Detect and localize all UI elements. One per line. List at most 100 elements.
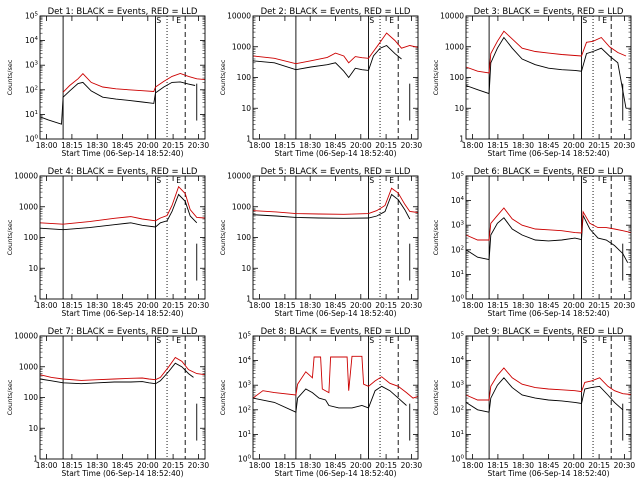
flag-s: S bbox=[156, 16, 161, 25]
y-tick-label: 10000 bbox=[14, 332, 38, 341]
panel-det-7: Det 7: BLACK = Events, RED = LLD 1 10 100 10… bbox=[6, 327, 209, 478]
x-tick-label: 20:00 bbox=[350, 301, 372, 310]
series-lld-line bbox=[465, 207, 632, 241]
series-events-line bbox=[39, 81, 196, 125]
x-tick-label: 18:30 bbox=[299, 461, 321, 470]
series-events-line bbox=[252, 193, 411, 220]
y-axis-label: Counts/sec bbox=[6, 379, 14, 415]
panel-det-5: Det 5: BLACK = Events, RED = LLD 1 10 100 10… bbox=[219, 167, 422, 318]
x-axis-label: Start Time (06-Sep-14 18:52:40) bbox=[275, 469, 397, 478]
y-tick-label: 1 bbox=[459, 135, 464, 144]
flag-s: S bbox=[582, 176, 587, 185]
x-tick-label: 20:30 bbox=[614, 141, 636, 150]
y-axis-label: Counts/sec bbox=[432, 219, 440, 255]
y-tick-label: 100 bbox=[450, 73, 465, 82]
y-tick-label: 101 bbox=[451, 430, 464, 439]
x-tick-label: 20:00 bbox=[563, 461, 585, 470]
y-tick-label: 10 bbox=[241, 264, 251, 273]
y-tick-label: 102 bbox=[451, 405, 464, 414]
y-tick-label: 103 bbox=[451, 221, 465, 230]
series-events-line bbox=[39, 362, 194, 385]
y-axis-label: Counts/sec bbox=[219, 59, 227, 95]
y-tick-label: 10 bbox=[28, 424, 38, 433]
y-axis-label: Counts/sec bbox=[6, 219, 14, 255]
y-tick-label: 100 bbox=[451, 295, 465, 304]
y-tick-label: 100 bbox=[238, 455, 252, 464]
y-tick-label: 101 bbox=[25, 110, 38, 119]
x-tick-label: 20:15 bbox=[588, 461, 610, 470]
y-tick-label: 105 bbox=[238, 332, 252, 341]
plot-frame bbox=[39, 335, 206, 460]
panel-det-6: Det 6: BLACK = Events, RED = LLD 100 101 10… bbox=[432, 167, 635, 318]
x-tick-label: 20:15 bbox=[588, 141, 610, 150]
plot-frame bbox=[252, 335, 419, 460]
y-tick-label: 101 bbox=[451, 270, 464, 279]
y-tick-label: 1 bbox=[246, 135, 251, 144]
flag-e: E bbox=[389, 16, 394, 25]
x-tick-label: 18:45 bbox=[112, 141, 134, 150]
y-tick-label: 100 bbox=[237, 73, 252, 82]
x-tick-label: 18:15 bbox=[274, 301, 296, 310]
y-tick-label: 102 bbox=[238, 405, 251, 414]
x-tick-label: 20:15 bbox=[162, 461, 184, 470]
y-tick-label: 103 bbox=[238, 381, 252, 390]
x-tick-label: 18:15 bbox=[61, 141, 83, 150]
plot-frame bbox=[39, 15, 206, 140]
y-tick-label: 1000 bbox=[19, 202, 38, 211]
y-tick-label: 104 bbox=[451, 196, 465, 205]
x-tick-label: 18:45 bbox=[538, 141, 560, 150]
x-tick-label: 18:45 bbox=[325, 141, 347, 150]
flag-s: S bbox=[156, 336, 161, 345]
y-tick-label: 10 bbox=[28, 264, 38, 273]
plot-frame bbox=[465, 15, 632, 140]
x-tick-label: 20:15 bbox=[375, 141, 397, 150]
y-tick-label: 10000 bbox=[14, 172, 38, 181]
panel-title: Det 2: BLACK = Events, RED = LLD bbox=[261, 7, 411, 17]
y-axis-label: Counts/sec bbox=[219, 219, 227, 255]
flag-s: S bbox=[156, 176, 161, 185]
x-tick-label: 18:45 bbox=[325, 301, 347, 310]
x-tick-label: 18:00 bbox=[462, 141, 484, 150]
panel-det-4: Det 4: BLACK = Events, RED = LLD 1 10 100 10… bbox=[6, 167, 209, 318]
panel-det-3: Det 3: BLACK = Events, RED = LLD 1 10 100 10… bbox=[432, 7, 635, 158]
x-tick-label: 18:00 bbox=[36, 301, 58, 310]
y-tick-label: 104 bbox=[25, 36, 39, 45]
x-tick-label: 20:00 bbox=[563, 301, 585, 310]
x-tick-label: 18:00 bbox=[249, 301, 271, 310]
y-tick-label: 100 bbox=[24, 393, 39, 402]
x-tick-label: 20:00 bbox=[137, 301, 159, 310]
panel-title: Det 5: BLACK = Events, RED = LLD bbox=[261, 167, 411, 177]
y-tick-label: 100 bbox=[237, 233, 252, 242]
flag-e: E bbox=[602, 16, 607, 25]
panel-det-9: Det 9: BLACK = Events, RED = LLD 100 101 10… bbox=[432, 327, 635, 478]
flag-e: E bbox=[389, 336, 394, 345]
series-events-line bbox=[252, 44, 402, 79]
x-tick-label: 18:00 bbox=[36, 141, 58, 150]
y-tick-label: 10 bbox=[241, 104, 251, 113]
x-tick-label: 20:30 bbox=[401, 141, 423, 150]
plot-frame bbox=[465, 175, 632, 300]
x-tick-label: 18:00 bbox=[249, 141, 271, 150]
y-tick-label: 1 bbox=[246, 295, 251, 304]
x-tick-label: 18:15 bbox=[61, 301, 83, 310]
y-tick-label: 101 bbox=[238, 430, 251, 439]
panel-det-1: Det 1: BLACK = Events, RED = LLD 100 101 10… bbox=[6, 7, 209, 158]
y-tick-label: 103 bbox=[451, 381, 465, 390]
series-events-line bbox=[465, 377, 624, 413]
x-tick-label: 18:30 bbox=[299, 141, 321, 150]
series-lld-line bbox=[252, 187, 419, 215]
flag-e: E bbox=[176, 176, 181, 185]
x-axis-label: Start Time (06-Sep-14 18:52:40) bbox=[488, 149, 610, 158]
series-lld-line bbox=[39, 356, 206, 381]
x-tick-label: 18:15 bbox=[487, 301, 509, 310]
y-tick-label: 102 bbox=[451, 245, 464, 254]
panel-title: Det 9: BLACK = Events, RED = LLD bbox=[474, 327, 624, 337]
y-tick-label: 10000 bbox=[227, 172, 251, 181]
x-tick-label: 20:30 bbox=[401, 461, 423, 470]
y-tick-label: 10 bbox=[454, 104, 464, 113]
x-axis-label: Start Time (06-Sep-14 18:52:40) bbox=[275, 149, 397, 158]
y-tick-label: 1000 bbox=[232, 202, 251, 211]
x-tick-label: 18:15 bbox=[487, 141, 509, 150]
x-tick-label: 18:15 bbox=[274, 141, 296, 150]
